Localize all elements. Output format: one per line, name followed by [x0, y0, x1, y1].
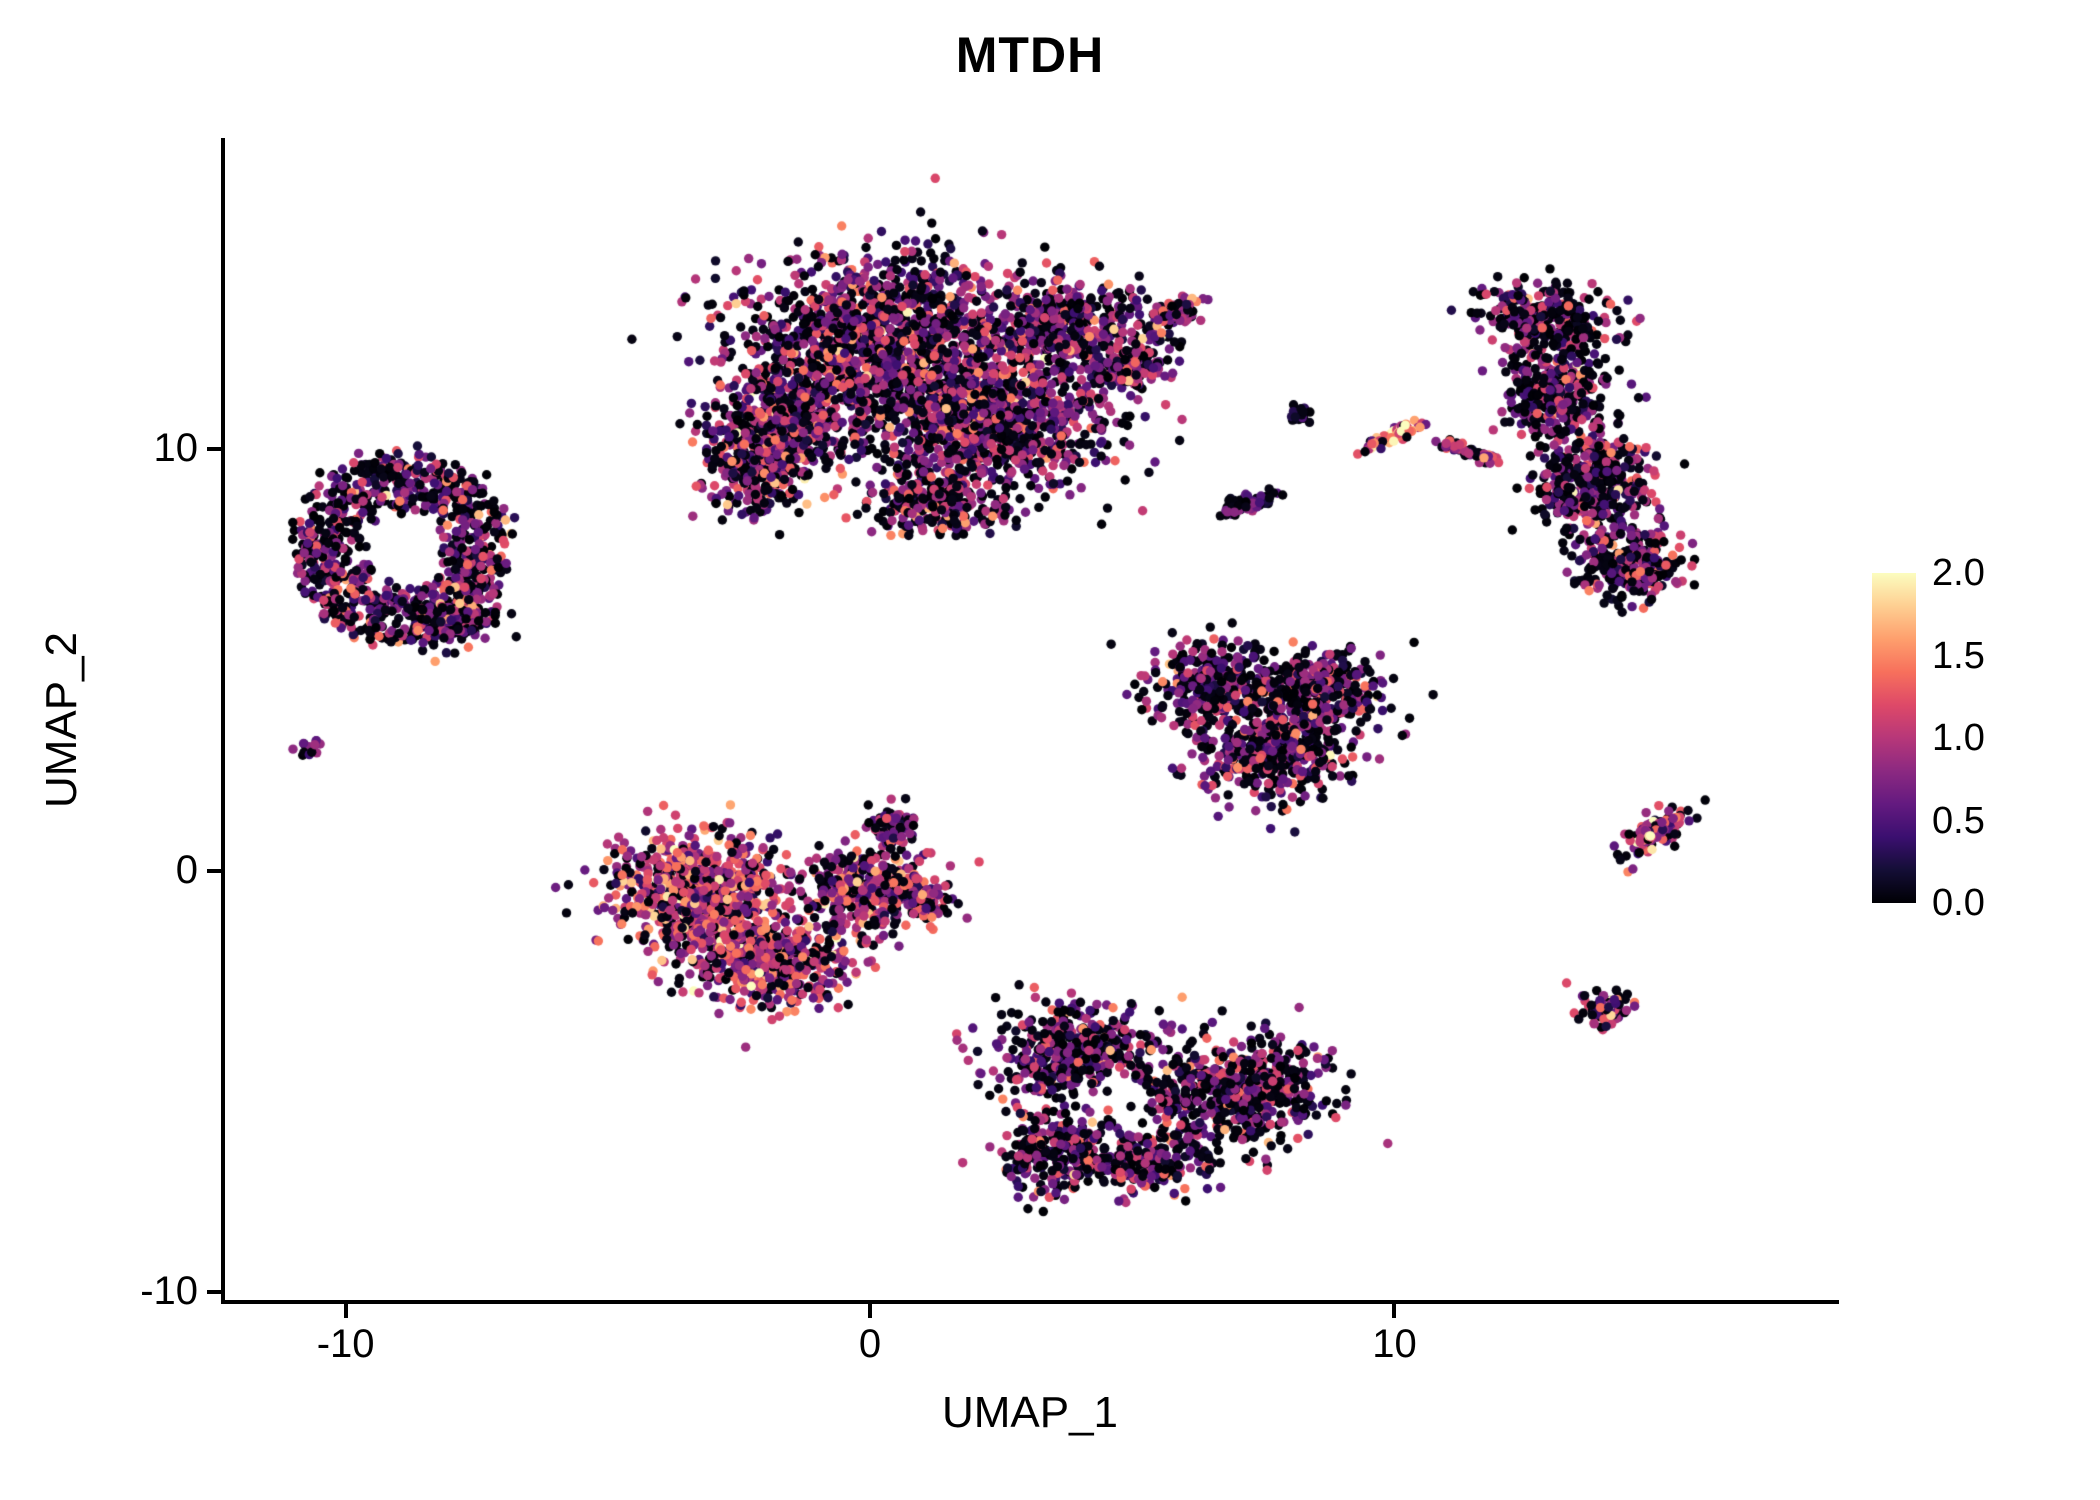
plot-title: MTDH [955, 27, 1105, 83]
x-tick-label: 10 [1372, 1322, 1417, 1366]
colorbar-tick-label: 0.0 [1932, 882, 1985, 924]
x-tick-mark [343, 1304, 348, 1318]
y-tick-label: 10 [153, 426, 199, 471]
x-axis-line [221, 1300, 1839, 1304]
colorbar [1872, 573, 1916, 903]
x-tick-label: -10 [316, 1322, 375, 1366]
colorbar-tick-label: 1.5 [1932, 634, 1985, 677]
y-tick-mark [207, 447, 221, 452]
scatter-canvas [225, 140, 1835, 1300]
y-tick-label: -10 [140, 1268, 198, 1313]
x-tick-mark [868, 1304, 873, 1318]
x-tick-label: 0 [858, 1322, 882, 1366]
x-tick-mark [1392, 1304, 1397, 1318]
y-tick-label: 0 [175, 847, 198, 892]
colorbar-tick-label: 1.0 [1932, 717, 1985, 759]
y-axis-line [221, 138, 225, 1304]
colorbar-tick-label: 0.5 [1932, 799, 1985, 842]
y-axis-label: UMAP_2 [37, 631, 86, 809]
y-tick-mark [207, 868, 221, 873]
x-axis-label: UMAP_1 [941, 1388, 1119, 1437]
y-tick-mark [207, 1289, 221, 1294]
colorbar-tick-label: 2.0 [1932, 552, 1985, 594]
